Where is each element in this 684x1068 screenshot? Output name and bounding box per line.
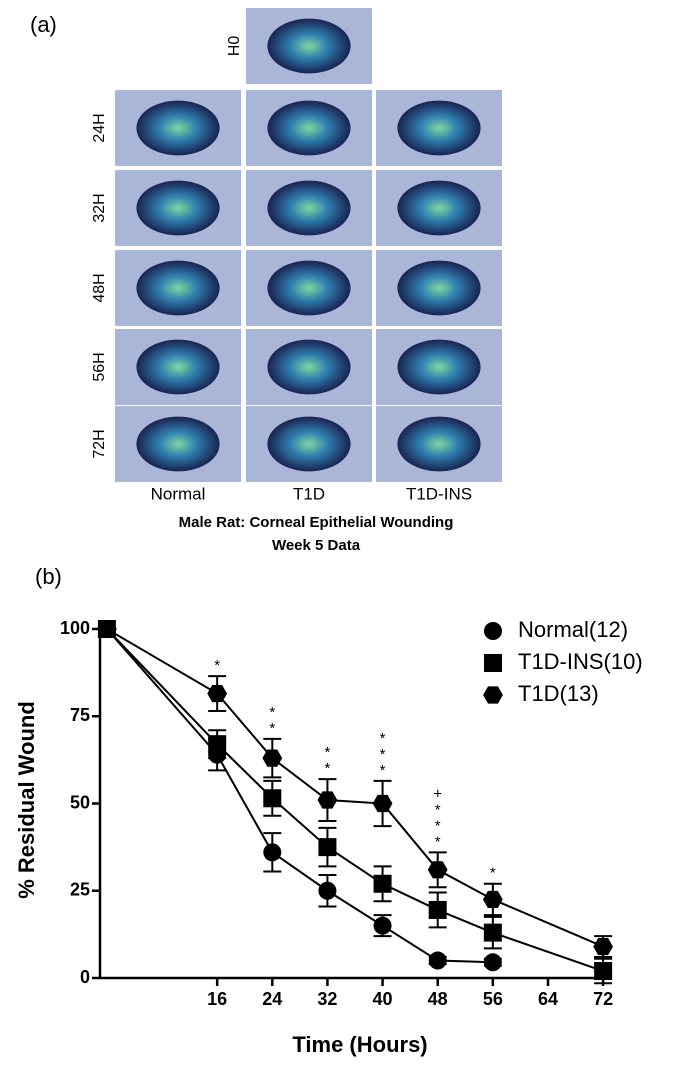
point — [372, 794, 393, 813]
x-tick-label: 72 — [593, 989, 613, 1009]
point — [262, 749, 283, 767]
legend-label: Normal(12) — [518, 617, 628, 642]
significance-mark: * — [435, 833, 441, 850]
point — [208, 735, 227, 754]
point — [593, 938, 614, 956]
photo-eye — [397, 100, 481, 156]
point — [318, 838, 337, 857]
photo-eye — [267, 339, 351, 395]
point — [317, 791, 338, 809]
x-tick-label: 40 — [373, 989, 393, 1009]
photo-eye — [397, 339, 481, 395]
significance-mark: * — [269, 720, 275, 737]
y-axis-label: % Residual Wound — [14, 701, 39, 899]
photo-eye — [136, 260, 220, 316]
point — [263, 843, 282, 862]
legend-marker — [484, 654, 502, 672]
y-tick-label: 100 — [60, 618, 90, 638]
x-tick-label: 48 — [428, 989, 448, 1009]
significance-mark: * — [325, 744, 331, 761]
legend-label: T1D(13) — [518, 681, 599, 706]
point — [318, 881, 337, 900]
photo-eye — [397, 260, 481, 316]
x-tick-label: 24 — [262, 989, 282, 1009]
point — [96, 620, 117, 638]
photo-eye — [397, 180, 481, 236]
series-line — [106, 628, 604, 972]
column-label: Normal — [151, 484, 206, 503]
point — [594, 962, 613, 981]
significance-mark: * — [380, 746, 386, 763]
photo-eye — [267, 180, 351, 236]
row-label: 32H — [91, 193, 108, 222]
caption: Male Rat: Corneal Epithelial Wounding — [179, 514, 454, 531]
legend-marker — [484, 622, 502, 640]
photo-eye — [267, 100, 351, 156]
point — [482, 890, 503, 909]
photo-eye — [267, 416, 351, 472]
legend-marker — [483, 686, 503, 704]
row-label: 56H — [91, 352, 108, 381]
point — [427, 861, 448, 879]
significance-mark: * — [435, 801, 441, 818]
point — [207, 684, 228, 703]
row-label: 48H — [91, 273, 108, 302]
photo-eye — [267, 18, 351, 74]
series-line — [106, 628, 604, 948]
x-tick-label: 16 — [207, 989, 227, 1009]
significance-mark: + — [433, 785, 442, 802]
significance-mark: * — [325, 760, 331, 777]
significance-mark: * — [490, 865, 496, 882]
row-label: 24H — [91, 113, 108, 142]
caption: Week 5 Data — [272, 537, 361, 554]
significance-mark: * — [380, 762, 386, 779]
significance-mark: * — [435, 817, 441, 834]
point — [373, 916, 392, 935]
point — [428, 900, 447, 919]
photo-eye — [136, 180, 220, 236]
point — [428, 951, 447, 970]
x-tick-label: 64 — [538, 989, 558, 1009]
row-label: 72H — [91, 429, 108, 458]
photo-eye — [136, 100, 220, 156]
legend-label: T1D-INS(10) — [518, 649, 643, 674]
photo-eye — [267, 260, 351, 316]
significance-mark: * — [269, 704, 275, 721]
y-tick-label: 50 — [70, 792, 90, 812]
column-label: T1D — [293, 484, 325, 503]
row-label: 0H — [224, 36, 241, 56]
x-tick-label: 32 — [317, 989, 337, 1009]
panel-b-label: (b) — [35, 564, 62, 589]
x-axis-label: Time (Hours) — [292, 1032, 427, 1057]
point — [263, 789, 282, 808]
x-tick-label: 56 — [483, 989, 503, 1009]
significance-mark: * — [380, 730, 386, 747]
y-tick-label: 25 — [70, 880, 90, 900]
photo-eye — [397, 416, 481, 472]
point — [373, 874, 392, 893]
point — [483, 923, 502, 942]
y-tick-label: 75 — [70, 705, 90, 725]
significance-mark: * — [214, 657, 220, 674]
column-label: T1D-INS — [406, 484, 472, 503]
photo-eye — [136, 339, 220, 395]
panel-a-label: (a) — [30, 12, 57, 37]
y-tick-label: 0 — [80, 967, 90, 987]
point — [483, 953, 502, 972]
photo-eye — [136, 416, 220, 472]
